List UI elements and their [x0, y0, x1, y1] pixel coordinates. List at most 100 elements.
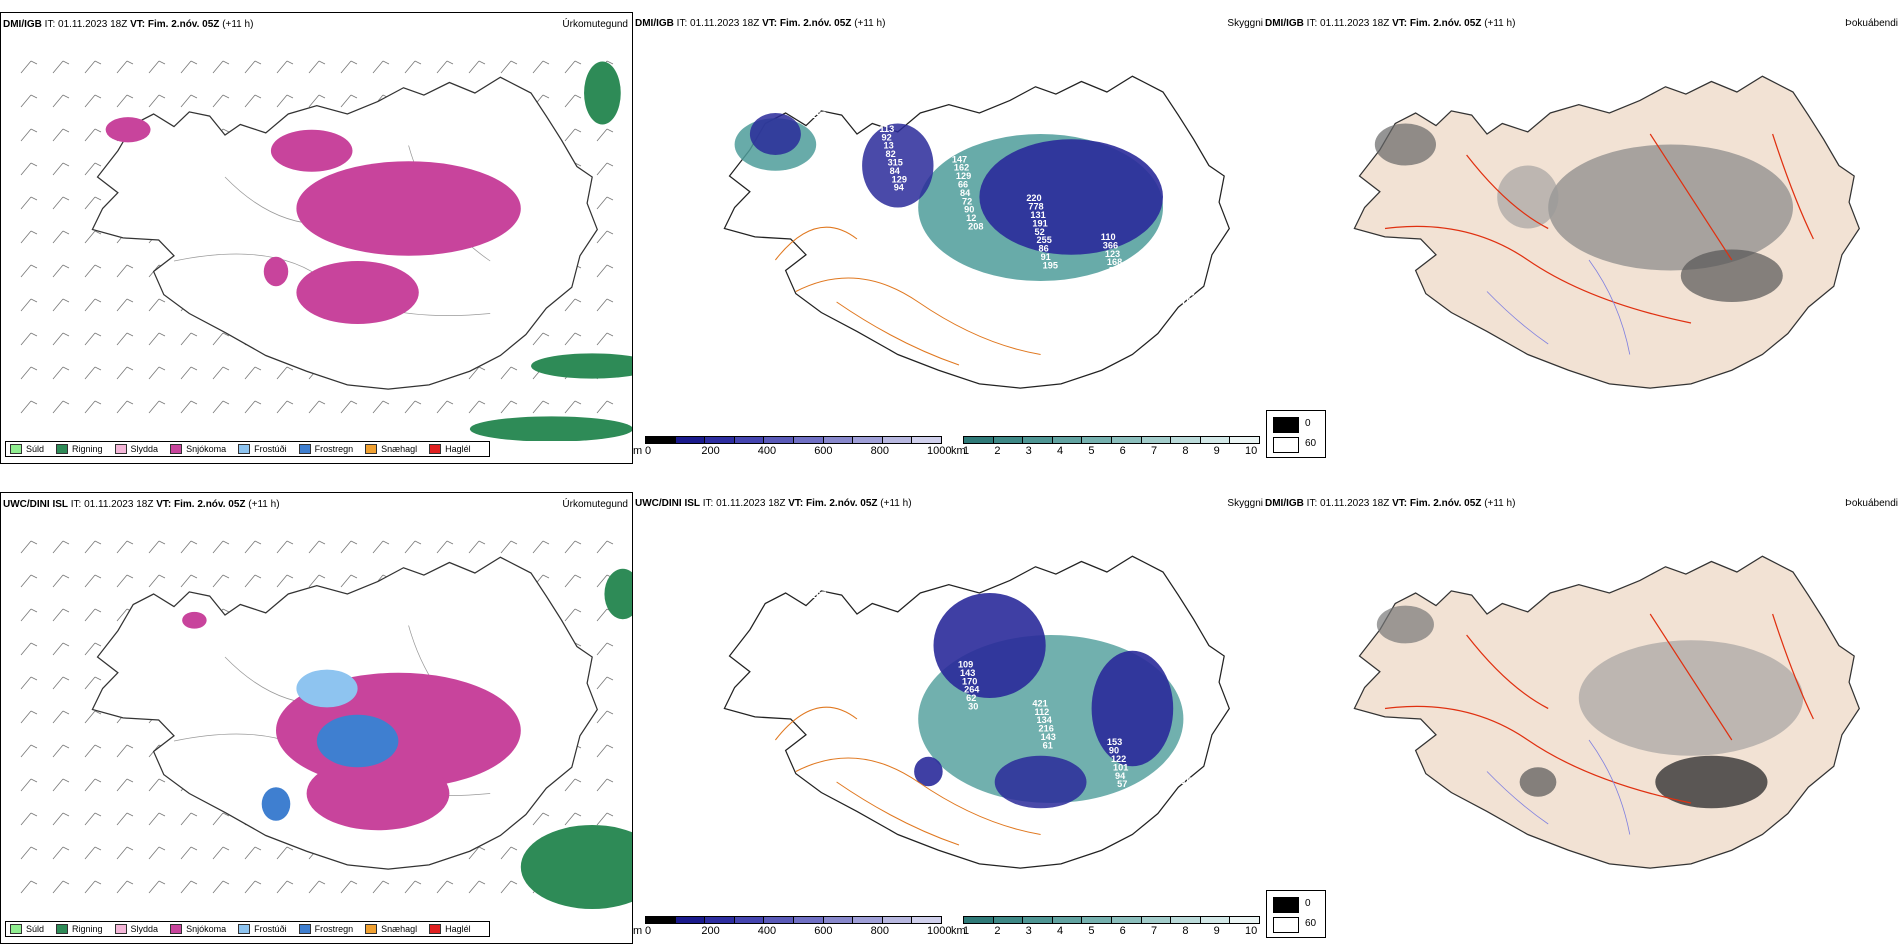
wind-barb: [52, 366, 70, 380]
wind-barb: [308, 880, 326, 894]
wind-barb: [180, 880, 198, 894]
visibility-value-label: 72: [962, 196, 972, 206]
wind-barb: [244, 60, 262, 74]
legend-label: Slydda: [130, 924, 159, 934]
wind-barb: [564, 400, 582, 414]
wind-barb: [116, 298, 134, 312]
wind-barb: [340, 400, 358, 414]
wind-barb: [148, 574, 166, 588]
legend-item: Frostregn: [298, 444, 353, 454]
fog-index-area: [1548, 144, 1793, 271]
height-colorbar-segment: [763, 916, 794, 924]
freezing-drizzle-area: [296, 669, 358, 708]
lead-time: (+11 h): [1484, 498, 1516, 509]
wind-barb: [116, 778, 134, 792]
lead-time: (+11 h): [222, 19, 254, 30]
model-name: DMI/IGB: [3, 19, 42, 30]
visibility-colorbar-segment: [1081, 436, 1112, 444]
visibility-colorbar-tick-label: 7: [1151, 925, 1158, 937]
wind-barb: [84, 60, 102, 74]
wind-barb: [148, 60, 166, 74]
visibility-value-label: 83: [815, 127, 825, 137]
wind-barb: [564, 298, 582, 312]
visibility-value-label: 12: [966, 213, 976, 223]
legend-swatch: [429, 444, 442, 454]
height-colorbar-segment: [704, 436, 735, 444]
visibility-colorbar-tick-label: 1: [963, 925, 970, 937]
visibility-value-label: 105: [745, 585, 760, 595]
wind-barb: [180, 366, 198, 380]
wind-barb: [564, 94, 582, 108]
visibility-colorbar-segment: [1081, 916, 1112, 924]
visibility-value-label: 82: [1113, 282, 1123, 292]
wind-barb: [84, 574, 102, 588]
visibility-colorbar-tick-label: 4: [1057, 925, 1064, 937]
road-lines: [1384, 613, 1814, 804]
wind-barb: [180, 94, 198, 108]
wind-barb: [20, 880, 38, 894]
wind-barb: [116, 540, 134, 554]
visibility-value-label: 95: [1115, 291, 1125, 301]
vt-value: Fim. 2.nóv. 05Z: [779, 18, 852, 29]
wind-barb: [468, 846, 486, 860]
visibility-colorbar: km 1 2 3 4 5 6 7 8 9 10: [951, 916, 1261, 937]
wind-barb: [532, 332, 550, 346]
visibility-colorbar-segment: [1051, 436, 1083, 444]
wind-barb: [244, 366, 262, 380]
legend-item: Snjókoma: [170, 444, 226, 454]
height-colorbar-segment: [911, 916, 942, 924]
wind-barb: [532, 60, 550, 74]
visibility-value-label: 133: [745, 105, 760, 115]
cloud-base-area: [994, 755, 1087, 809]
visibility-colorbar-unit: km: [951, 445, 966, 457]
wind-barb: [404, 880, 422, 894]
wind-barb: [404, 540, 422, 554]
visibility-value-label: 220: [1026, 193, 1041, 203]
wind-barb: [84, 710, 102, 724]
legend-item: Slydda: [114, 924, 159, 934]
wind-barb: [276, 846, 294, 860]
legend-item: Snæhagl: [365, 444, 417, 454]
panel-header: UWC/DINI ISL IT: 01.11.2023 18Z VT: Fim.…: [635, 498, 912, 509]
wind-barb: [564, 608, 582, 622]
wind-barb: [84, 230, 102, 244]
wind-barb: [52, 298, 70, 312]
vt-label: VT:: [1392, 18, 1408, 29]
visibility-value-label: 778: [1028, 201, 1043, 211]
wind-barb: [596, 676, 614, 690]
legend-item: Rigning: [56, 444, 103, 454]
iceland-outline-group: 105 11 21 30 61 57 77 82 152 62 143 94 104 40 166 264 21…: [723, 555, 1230, 869]
visibility-value-label: 92: [881, 132, 891, 142]
wind-barb: [212, 94, 230, 108]
visibility-value-label: 110: [1101, 232, 1116, 242]
legend-swatch: [56, 924, 69, 934]
panel-title: Þokuábendi: [1845, 498, 1898, 509]
visibility-colorbar-tick-label: 3: [1025, 925, 1032, 937]
visibility-colorbar-tick-label: 10: [1245, 925, 1258, 937]
height-colorbar-segment: [733, 916, 765, 924]
wind-barb: [116, 332, 134, 346]
visibility-value-label: 84: [890, 166, 901, 176]
visibility-value-label: 216: [1039, 723, 1054, 733]
lead-time: (+11 h): [880, 498, 912, 509]
wind-barb: [308, 94, 326, 108]
height-colorbar-segment: [852, 436, 883, 444]
wind-barb: [84, 162, 102, 176]
wind-barb: [596, 162, 614, 176]
legend-label: Slydda: [130, 444, 159, 454]
wind-barb: [116, 94, 134, 108]
wind-barb: [52, 540, 70, 554]
visibility-colorbar-segment: [1170, 916, 1201, 924]
wind-barb: [52, 128, 70, 142]
panel-title: Skyggni: [1227, 498, 1263, 509]
visibility-colorbar-tick-label: 5: [1088, 925, 1095, 937]
wind-barb: [244, 400, 262, 414]
visibility-value-label: 95: [877, 115, 887, 125]
visibility-value-label: 163: [803, 318, 818, 328]
wind-barb: [212, 812, 230, 826]
visibility-colorbar-tick-label: 8: [1182, 445, 1189, 457]
legend-swatch: [10, 444, 22, 454]
wind-barb: [84, 880, 102, 894]
visibility-value-label: 100: [809, 823, 824, 833]
wind-barb: [212, 574, 230, 588]
